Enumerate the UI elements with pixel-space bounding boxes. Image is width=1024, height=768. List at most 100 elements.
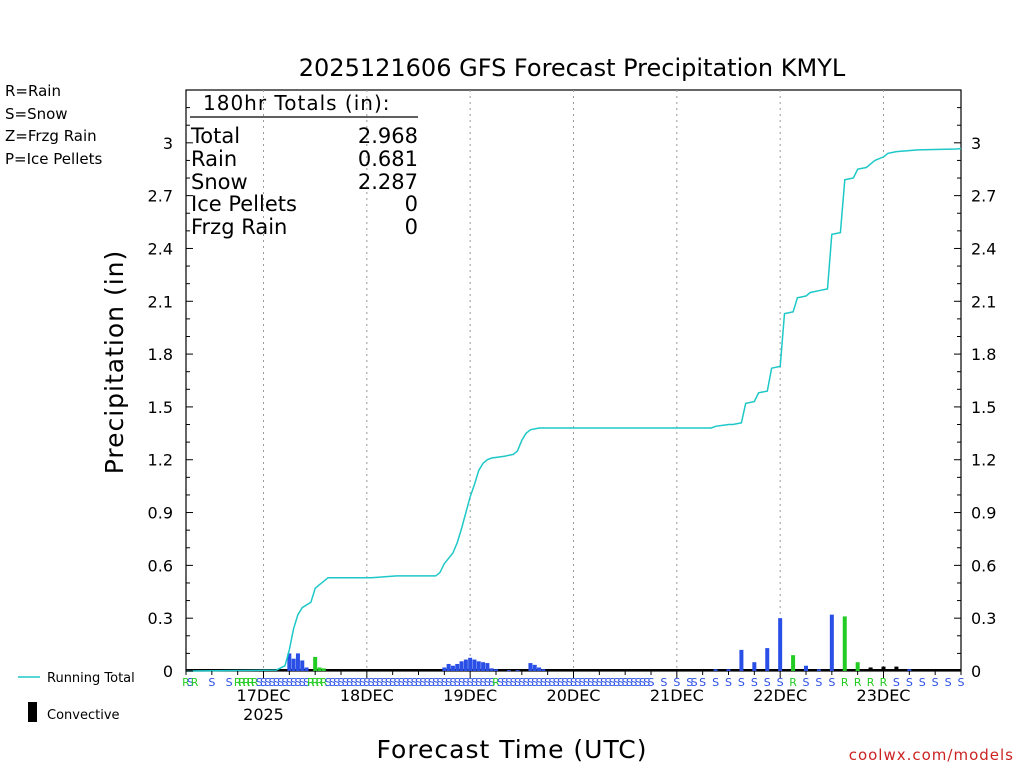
type-label-snow: S (303, 676, 310, 689)
type-label-snow: S (609, 676, 616, 689)
type-label-rain: R (316, 676, 324, 689)
type-label-snow: S (471, 676, 478, 689)
type-label-snow: S (501, 676, 508, 689)
precip-bar-rain (321, 668, 326, 671)
y-tick-label-left: 0.9 (148, 504, 173, 523)
type-label-snow: S (480, 676, 487, 689)
type-label-snow: S (406, 676, 413, 689)
type-label-rain: R (854, 676, 862, 689)
precip-bar-rain (313, 656, 318, 671)
type-label-rain: R (789, 676, 797, 689)
precip-bar-snow (300, 660, 305, 671)
type-label-snow: S (445, 676, 452, 689)
y-tick-label-right: 0.9 (971, 504, 996, 523)
y-tick-label-left: 2.7 (148, 187, 173, 206)
precip-bar-snow (450, 665, 455, 671)
type-label-rain: R (307, 676, 315, 689)
precip-bar-snow (463, 659, 468, 671)
type-label-snow: S (355, 676, 362, 689)
totals-label-snow: Snow (191, 170, 248, 194)
type-label-snow: S (437, 676, 444, 689)
type-label-snow: S (393, 676, 400, 689)
type-label-rain: R (251, 676, 259, 689)
x-tick-label: 20DEC (547, 686, 601, 705)
type-label-snow: S (454, 676, 461, 689)
y-tick-label-left: 2.1 (148, 292, 173, 311)
grid-lines (186, 90, 961, 671)
precip-bar-snow (468, 657, 473, 671)
type-label-snow: S (557, 676, 564, 689)
type-label-snow: S (467, 676, 474, 689)
type-label-snow: S (725, 676, 732, 689)
type-label-snow: S (587, 676, 594, 689)
type-label-snow: S (596, 676, 603, 689)
type-label-rain: R (320, 676, 328, 689)
precip-bar-snow (485, 663, 490, 671)
precip-bar-snow (537, 667, 542, 671)
precip-bar-snow (446, 663, 451, 671)
running-total-line (185, 147, 962, 672)
totals-label-ice-pellets: Ice Pellets (191, 192, 297, 216)
type-label-snow: S (561, 676, 568, 689)
type-label-snow: S (462, 676, 469, 689)
precip-bars (287, 614, 912, 672)
legend-frzg-rain: Z=Frzg Rain (5, 127, 97, 145)
x-tick-label: 22DEC (753, 686, 807, 705)
y-tick-label-left: 0.6 (148, 556, 173, 575)
type-label-snow: S (411, 676, 418, 689)
type-label-snow: S (376, 676, 383, 689)
precip-bar-snow (515, 670, 520, 672)
type-label-snow: S (574, 676, 581, 689)
type-label-snow: S (828, 676, 835, 689)
precip-bar-rain (842, 616, 847, 671)
y-tick-label-left: 1.8 (148, 345, 173, 364)
legend-snow: S=Snow (5, 105, 68, 123)
type-label-snow: S (699, 676, 706, 689)
y-tick-label-left: 0.3 (148, 609, 173, 628)
precip-bar-snow (476, 661, 481, 671)
type-label-snow: S (424, 676, 431, 689)
y-tick-label-right: 2.4 (971, 239, 996, 258)
y-tick-label-left: 2.4 (148, 239, 173, 258)
type-label-rain: R (492, 676, 500, 689)
series-legend: Running Total Convective (18, 671, 135, 723)
type-label-snow: S (544, 676, 551, 689)
type-label-snow: S (342, 676, 349, 689)
y-tick-label-right: 0 (971, 662, 981, 681)
legend-convective: Convective (47, 708, 120, 723)
type-label-rain: R (311, 676, 319, 689)
precip-bar-rain (791, 655, 796, 671)
type-label-snow: S (389, 676, 396, 689)
legend-rain: R=Rain (5, 82, 61, 100)
precip-bar-snow (804, 665, 808, 671)
precip-bar-snow (752, 662, 757, 671)
precip-bar-rain (317, 667, 322, 671)
precip-bar-snow (541, 669, 546, 671)
type-label-snow: S (514, 676, 521, 689)
type-label-snow: S (570, 676, 577, 689)
type-label-snow: S (919, 676, 926, 689)
type-label-snow: S (488, 676, 495, 689)
precip-bar-snow (713, 669, 718, 671)
type-label-snow: S (226, 676, 233, 689)
precip-bar-snow (287, 653, 292, 671)
type-label-snow: S (368, 676, 375, 689)
type-label-snow: S (764, 676, 771, 689)
chart-title: 2025121606 GFS Forecast Precipitation KM… (299, 54, 846, 82)
type-label-snow: S (527, 676, 534, 689)
type-label-snow: S (738, 676, 745, 689)
totals-label-total: Total (190, 124, 240, 148)
totals-value-total: 2.968 (358, 124, 418, 148)
type-label-snow: S (635, 676, 642, 689)
precip-bar-snow (726, 669, 731, 671)
x-tick-label: 17DEC (237, 686, 291, 705)
type-label-snow: S (381, 676, 388, 689)
precip-bar-snow (765, 648, 770, 671)
precip-bar-snow (459, 661, 464, 671)
type-label-snow: S (660, 676, 667, 689)
precip-bar-snow (291, 658, 296, 671)
type-label-snow: S (622, 676, 629, 689)
type-label-snow: S (592, 676, 599, 689)
legend-ice-pellets: P=Ice Pellets (5, 150, 102, 168)
type-label-snow: S (346, 676, 353, 689)
